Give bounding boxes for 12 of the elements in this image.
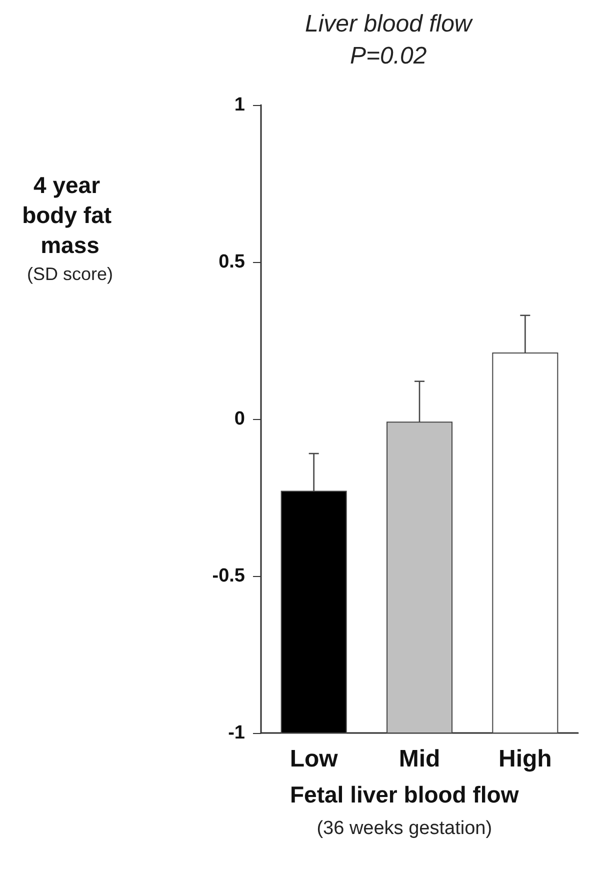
y-tick-label: 0.5 — [218, 252, 246, 272]
x-tick-label: Mid — [398, 746, 440, 772]
y-tick-label: -1 — [228, 722, 246, 744]
chart-title: Liver blood flow — [304, 10, 474, 38]
chart-subtitle: P=0.02 — [350, 42, 427, 70]
y-tick-label: 0 — [234, 408, 245, 430]
x-axis-title: Fetal liver blood flow (36 weeks gestation) — [290, 782, 519, 839]
x-tick-label: Low — [290, 746, 338, 772]
x-tick-label: High — [498, 746, 552, 772]
y-tick-label: -0.5 — [212, 566, 246, 586]
y-tick-label: 1 — [234, 94, 246, 116]
y-axis-title: 4 year body fat mass (SD score) — [22, 172, 118, 284]
